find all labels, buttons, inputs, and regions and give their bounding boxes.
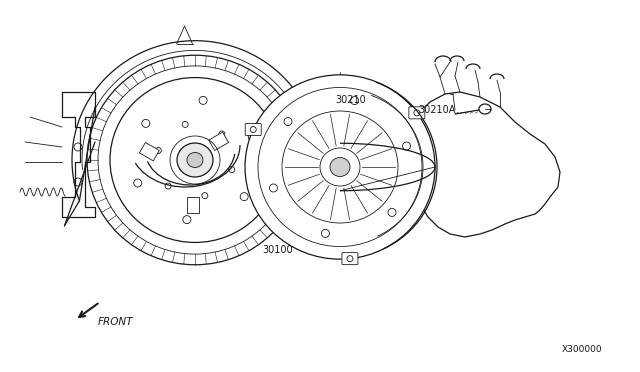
FancyBboxPatch shape: [245, 124, 261, 135]
Text: 30210A: 30210A: [418, 105, 456, 115]
Text: 30100: 30100: [262, 245, 292, 255]
Bar: [209, 132, 228, 151]
Text: FRONT: FRONT: [98, 317, 134, 327]
Text: 30210: 30210: [335, 95, 365, 105]
FancyBboxPatch shape: [409, 107, 425, 119]
Ellipse shape: [245, 75, 435, 259]
Text: X300000: X300000: [562, 346, 603, 355]
Ellipse shape: [187, 153, 203, 167]
Ellipse shape: [330, 157, 350, 176]
Ellipse shape: [177, 143, 213, 177]
Bar: [140, 142, 159, 161]
FancyBboxPatch shape: [342, 253, 358, 264]
Ellipse shape: [479, 104, 491, 114]
Bar: [187, 197, 199, 213]
Ellipse shape: [110, 77, 280, 243]
